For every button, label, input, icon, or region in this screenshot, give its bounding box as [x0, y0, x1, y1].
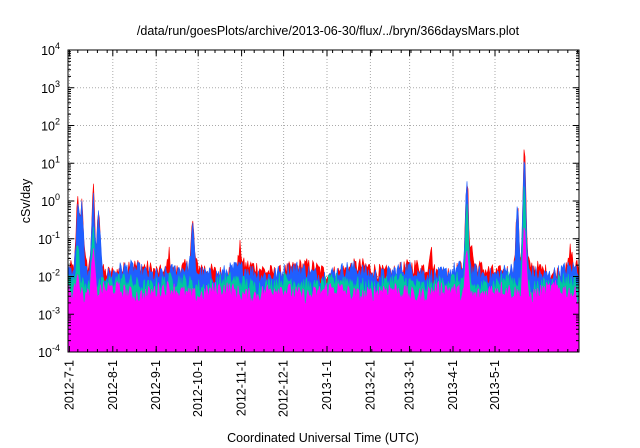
x-tick-label: 2012-12-1 [277, 360, 291, 417]
y-tick-label: 104 [41, 41, 60, 58]
y-axis: 10-4 10-3 10-2 10-1 100 101 102 103 104 [38, 41, 579, 360]
x-tick-label: 2013-1-1 [320, 360, 334, 410]
x-tick-label: 2012-9-1 [149, 360, 163, 410]
series-layer [67, 149, 580, 353]
series-area [67, 227, 580, 353]
x-tick-label: 2013-4-1 [446, 360, 460, 410]
y-tick-label: 101 [41, 154, 60, 171]
chart-title: /data/run/goesPlots/archive/2013-06-30/f… [137, 24, 520, 38]
x-tick-label: 2012-11-1 [235, 360, 249, 416]
y-tick-label: 10-3 [38, 305, 60, 322]
y-tick-label: 10-4 [38, 343, 60, 360]
y-tick-label: 10-2 [38, 268, 60, 285]
x-axis: 2012-7-1 2012-8-1 2012-9-1 2012-10-1 2012-11… [62, 50, 579, 417]
x-tick-label: 2013-5-1 [488, 360, 502, 410]
x-tick-label: 2012-7-1 [62, 360, 76, 410]
y-axis-label: cSv/day [19, 178, 33, 223]
x-tick-label: 2013-3-1 [403, 360, 417, 410]
x-axis-label: Coordinated Universal Time (UTC) [227, 431, 419, 445]
x-tick-label: 2013-2-1 [363, 360, 377, 410]
y-tick-label: 102 [41, 117, 60, 134]
y-tick-label: 10-1 [38, 230, 60, 247]
y-tick-label: 100 [41, 192, 60, 209]
y-tick-label: 103 [41, 79, 60, 96]
x-tick-label: 2012-10-1 [191, 360, 205, 417]
x-tick-label: 2012-8-1 [106, 360, 120, 410]
